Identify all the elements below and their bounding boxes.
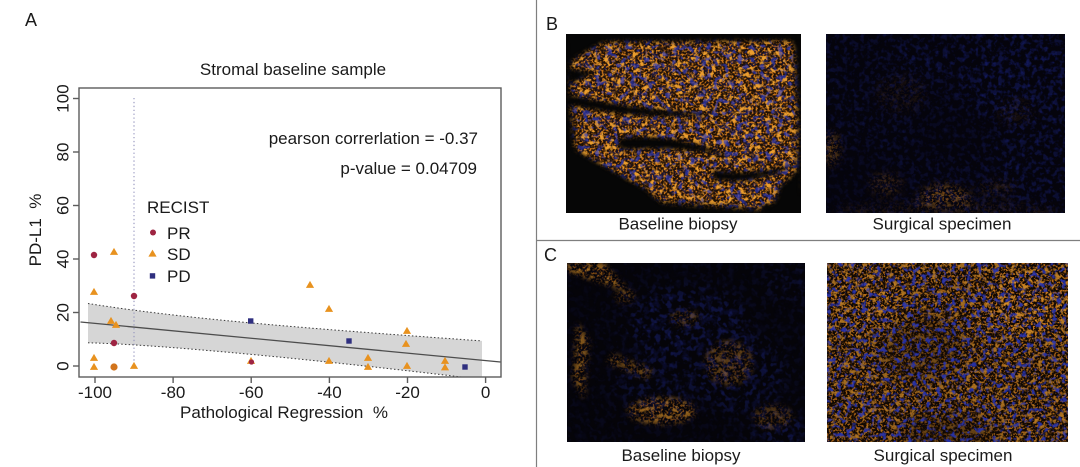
svg-text:PD: PD bbox=[167, 267, 191, 286]
svg-text:80: 80 bbox=[54, 143, 73, 162]
svg-text:p-value = 0.04709: p-value = 0.04709 bbox=[340, 159, 477, 178]
svg-text:Pathological Regression %: Pathological Regression % bbox=[180, 403, 388, 422]
svg-text:RECIST: RECIST bbox=[147, 198, 209, 217]
svg-text:Baseline biopsy: Baseline biopsy bbox=[618, 215, 738, 234]
svg-text:SD: SD bbox=[167, 245, 191, 264]
svg-text:PD-L1 %: PD-L1 % bbox=[26, 194, 45, 267]
svg-text:60: 60 bbox=[54, 196, 73, 215]
svg-text:Stromal baseline sample: Stromal baseline sample bbox=[200, 60, 386, 79]
svg-text:C: C bbox=[544, 245, 557, 265]
svg-text:40: 40 bbox=[54, 250, 73, 269]
svg-text:PR: PR bbox=[167, 224, 191, 243]
svg-text:0: 0 bbox=[481, 383, 490, 402]
svg-text:Surgical specimen: Surgical specimen bbox=[874, 446, 1013, 465]
svg-text:100: 100 bbox=[54, 84, 73, 112]
svg-text:Surgical specimen: Surgical specimen bbox=[873, 215, 1012, 234]
svg-text:0: 0 bbox=[54, 361, 73, 370]
svg-text:-20: -20 bbox=[395, 383, 420, 402]
svg-text:Baseline biopsy: Baseline biopsy bbox=[621, 446, 741, 465]
svg-text:-100: -100 bbox=[78, 383, 112, 402]
svg-text:-40: -40 bbox=[317, 383, 342, 402]
svg-text:-60: -60 bbox=[239, 383, 264, 402]
svg-text:B: B bbox=[546, 14, 558, 34]
svg-text:-80: -80 bbox=[161, 383, 186, 402]
svg-text:20: 20 bbox=[54, 303, 73, 322]
svg-text:pearson correrlation = -0.37: pearson correrlation = -0.37 bbox=[269, 129, 478, 148]
svg-text:A: A bbox=[25, 10, 37, 30]
